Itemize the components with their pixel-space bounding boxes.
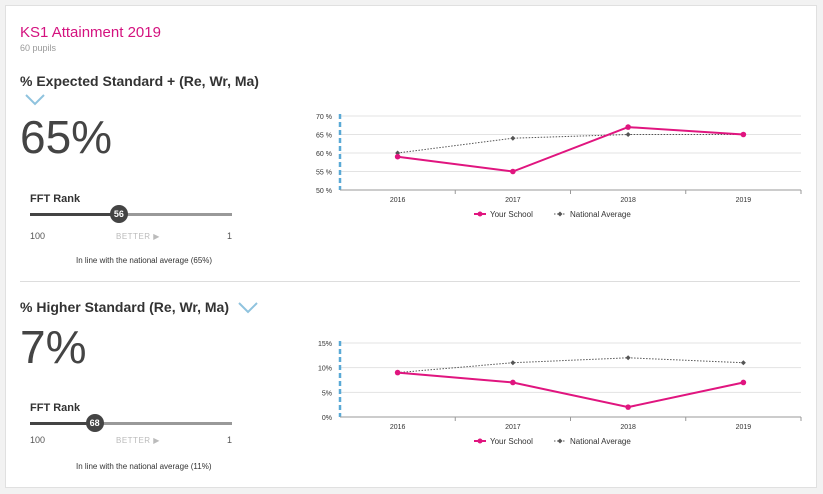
rank-max: 1 (227, 231, 233, 241)
x-tick-label: 2018 (620, 197, 636, 204)
your-school-point (394, 369, 401, 376)
national-average-point (510, 360, 516, 366)
x-tick-label: 2019 (736, 424, 752, 431)
legend-your-school-marker (477, 211, 483, 217)
national-comparison-note: In line with the national average (65%) (76, 256, 213, 265)
your-school-point (394, 153, 401, 160)
national-average-point (510, 135, 516, 141)
national-average-line (397, 357, 744, 374)
legend-national-average-marker (557, 211, 563, 217)
rank-min: 100 (30, 231, 46, 241)
y-tick-label: 55 % (316, 170, 332, 177)
fft-rank-slider: 68 (30, 414, 232, 432)
better-indicator: BETTER ▶ (116, 436, 160, 445)
national-comparison-note: In line with the national average (11%) (76, 462, 212, 471)
your-school-point (625, 124, 631, 130)
y-tick-label: 65 % (316, 133, 332, 140)
higher-standard-chart: 0% 5% 10% 15% 2016 2017 2018 2019 Your School Nat… (318, 341, 802, 446)
your-school-line (397, 371, 744, 409)
x-tick-label: 2017 (505, 424, 521, 431)
your-school-point (510, 168, 516, 175)
legend-national-average-marker (557, 438, 563, 444)
x-tick-label: 2018 (620, 424, 636, 431)
y-tick-label: 60 % (316, 151, 332, 158)
metric-value: 65% (20, 111, 113, 163)
y-tick-label: 10% (318, 366, 332, 373)
y-tick-label: 0% (322, 415, 332, 422)
your-school-point (740, 131, 747, 138)
national-average-point (625, 132, 631, 137)
fft-rank-fill (30, 422, 95, 425)
card-title: KS1 Attainment 2019 (20, 24, 161, 41)
better-indicator: BETTER ▶ (116, 232, 160, 241)
metric-title: % Higher Standard (Re, Wr, Ma) (20, 299, 229, 315)
y-tick-label: 15% (318, 341, 332, 348)
metric-title: % Expected Standard + (Re, Wr, Ma) (20, 73, 259, 89)
legend-your-school-label: Your School (490, 210, 533, 219)
x-tick-label: 2016 (390, 424, 406, 431)
fft-rank-knob: 68 (85, 414, 104, 432)
fft-rank-label: FFT Rank (30, 193, 81, 205)
chevron-down-icon[interactable] (25, 94, 45, 106)
x-tick-label: 2019 (736, 197, 752, 204)
your-school-point (740, 379, 747, 386)
legend-your-school-marker (477, 438, 483, 444)
fft-rank-slider: 56 (30, 205, 232, 223)
legend-national-average-label: National Average (570, 210, 631, 219)
your-school-point (510, 379, 516, 386)
pupil-count: 60 pupils (20, 43, 57, 53)
section-divider (20, 281, 800, 282)
legend-your-school-label: Your School (490, 437, 533, 446)
attainment-card: KS1 Attainment 2019 60 pupils % Expected… (5, 5, 817, 488)
metric-value: 7% (20, 321, 87, 373)
expected-standard-chart: 50 % 55 % 60 % 65 % 70 % 2016 2017 2018 2019 Your… (316, 114, 802, 219)
chevron-down-icon[interactable] (238, 302, 258, 314)
your-school-line (397, 126, 744, 173)
y-tick-label: 5% (322, 390, 332, 397)
your-school-point (625, 404, 631, 410)
national-average-point (740, 360, 746, 366)
x-tick-label: 2016 (390, 197, 406, 204)
fft-rank-knob: 56 (109, 205, 128, 223)
fft-rank-label: FFT Rank (30, 402, 81, 414)
fft-rank-fill (30, 213, 119, 216)
national-average-point (625, 355, 631, 361)
rank-min: 100 (30, 435, 46, 445)
y-tick-label: 50 % (316, 188, 332, 195)
y-tick-label: 70 % (316, 114, 332, 121)
rank-max: 1 (227, 435, 233, 445)
national-average-line (397, 134, 744, 154)
legend-national-average-label: National Average (570, 437, 631, 446)
x-tick-label: 2017 (505, 197, 521, 204)
